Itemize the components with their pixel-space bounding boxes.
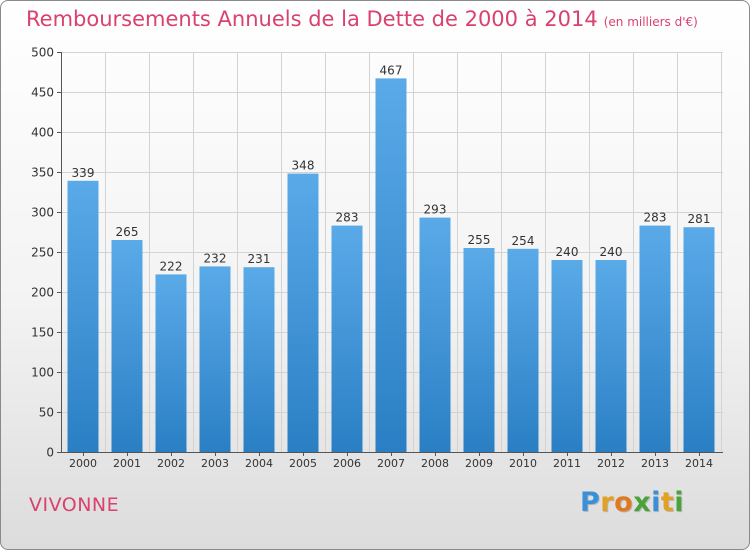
- bar-value-label: 265: [116, 225, 139, 239]
- bar: [199, 266, 231, 452]
- chart-unit-label: (en milliers d'€): [603, 15, 698, 29]
- bars: [67, 78, 715, 453]
- logo-letter: P: [580, 487, 601, 518]
- y-tick-label: 100: [31, 366, 54, 380]
- bar: [595, 260, 627, 452]
- labels: 339 2000 265 2001 222 2002 232 2003 231 2004 348 20…: [69, 63, 713, 470]
- x-tick-label: 2013: [641, 457, 669, 470]
- x-tick-label: 2002: [157, 457, 185, 470]
- x-tick-label: 2006: [333, 457, 361, 470]
- bar-value-label: 254: [512, 234, 535, 248]
- x-tick-label: 2011: [553, 457, 581, 470]
- y-tick-label: 150: [31, 326, 54, 340]
- logo-letter: i: [651, 487, 661, 518]
- logo-letter: x: [633, 487, 652, 518]
- bar: [243, 267, 275, 452]
- bar: [551, 260, 583, 452]
- bar-value-label: 348: [292, 159, 315, 173]
- y-tick-label: 300: [31, 206, 54, 220]
- x-tick-label: 2007: [377, 457, 405, 470]
- bar-value-label: 255: [468, 233, 491, 247]
- bar: [375, 78, 407, 453]
- x-tick-label: 2014: [685, 457, 713, 470]
- bar-value-label: 232: [204, 251, 227, 265]
- bar-value-label: 467: [380, 63, 403, 77]
- bar-value-label: 231: [248, 252, 271, 266]
- y-tick-label: 500: [31, 46, 54, 60]
- x-tick-label: 2003: [201, 457, 229, 470]
- y-tick-label: 450: [31, 86, 54, 100]
- bar: [419, 217, 451, 452]
- y-tick-label: 350: [31, 166, 54, 180]
- bar-value-label: 240: [556, 245, 579, 259]
- x-tick-label: 2009: [465, 457, 493, 470]
- y-tick-label: 250: [31, 246, 54, 260]
- y-tick-label: 0: [46, 446, 54, 460]
- bar: [507, 248, 539, 452]
- bar: [639, 225, 671, 452]
- chart-title: Remboursements Annuels de la Dette de 20…: [26, 7, 698, 31]
- x-tick-label: 2004: [245, 457, 273, 470]
- x-tick-label: 2000: [69, 457, 97, 470]
- y-tick-label: 400: [31, 126, 54, 140]
- logo-letter: r: [600, 487, 615, 518]
- logo-letter: o: [614, 487, 634, 518]
- bar-value-label: 222: [160, 259, 183, 273]
- bar: [683, 227, 715, 452]
- bar-value-label: 293: [424, 203, 447, 217]
- x-tick-label: 2005: [289, 457, 317, 470]
- x-tick-label: 2012: [597, 457, 625, 470]
- commune-name: VIVONNE: [29, 494, 120, 516]
- bar-value-label: 339: [72, 166, 95, 180]
- logo-letter: t: [660, 487, 675, 518]
- bar: [67, 180, 99, 453]
- proxiti-logo: Proxiti: [580, 487, 684, 518]
- logo-letter: i: [674, 487, 685, 518]
- y-tick-label: 200: [31, 286, 54, 300]
- bar-value-label: 281: [688, 212, 711, 226]
- x-tick-label: 2008: [421, 457, 449, 470]
- x-tick-label: 2010: [509, 457, 537, 470]
- bar-value-label: 283: [644, 211, 667, 225]
- bar: [331, 225, 363, 452]
- x-tick-label: 2001: [113, 457, 141, 470]
- y-tick-label: 50: [39, 406, 54, 420]
- bar: [287, 173, 319, 452]
- bar: [463, 248, 495, 452]
- chart-title-text: Remboursements Annuels de la Dette de 20…: [26, 7, 598, 31]
- axes: 0 50 100 150 200 250 300 350 400 450 500: [31, 46, 723, 460]
- bar-value-label: 283: [336, 211, 359, 225]
- bar: [155, 274, 187, 452]
- bar-value-label: 240: [600, 245, 623, 259]
- bar: [111, 240, 143, 452]
